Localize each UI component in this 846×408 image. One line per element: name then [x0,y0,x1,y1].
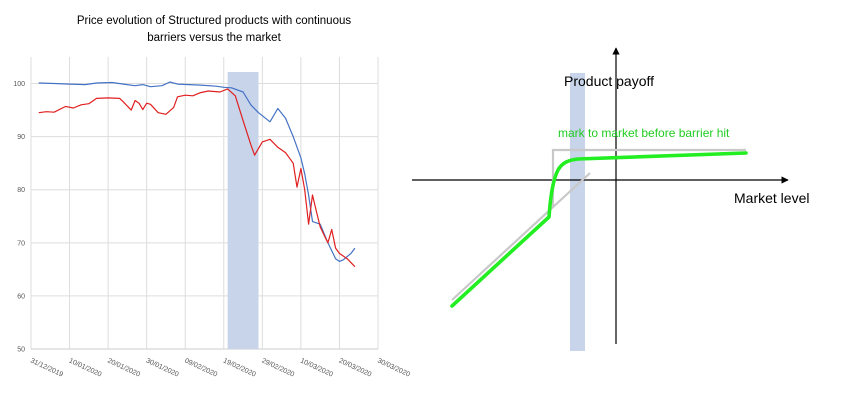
price-evolution-chart: Price evolution of Structured products w… [13,15,411,379]
payoff-profile-line [451,148,746,301]
y-tick-label: 60 [17,293,25,300]
y-tick-label: 80 [17,187,25,194]
barrier-hit-period-band [227,72,259,349]
series-line-1 [38,88,356,268]
x-tick-label: 10/03/2020 [299,357,334,378]
y-tick-label: 100 [13,81,25,88]
chart-title-line-1: Price evolution of Structured products w… [77,15,351,27]
x-tick-label: 20/01/2020 [106,357,141,378]
x-tick-label: 19/02/2020 [222,357,257,378]
x-tick-label: 10/01/2020 [68,357,103,378]
x-tick-label: 31/12/2019 [29,357,64,378]
x-axis-label: Market level [734,190,809,206]
series-line-0 [38,81,356,262]
gridlines [30,57,379,350]
y-axis-label: Product payoff [564,73,654,89]
mtm-annotation: mark to market before barrier hit [558,126,730,140]
x-tick-label: 30/01/2020 [145,357,180,378]
barrier-band [570,73,585,351]
series-lines [38,81,356,268]
x-tick-label: 09/02/2020 [183,357,218,378]
mark-to-market-curve [450,151,748,308]
y-tick-label: 90 [17,134,25,141]
x-tick-labels: 31/12/2019 10/01/2020 20/01/2020 30/01/2020… [29,357,411,378]
payoff-diagram: Product payoff Market level mark to mark… [412,47,809,351]
x-tick-label: 29/02/2020 [260,357,295,378]
y-tick-label: 50 [17,347,25,354]
y-tick-label: 70 [17,240,25,247]
y-tick-labels: 50 60 70 80 90 100 [13,81,25,353]
chart-title-line-2: barriers versus the market [147,32,281,44]
x-tick-label: 20/03/2020 [338,357,373,378]
